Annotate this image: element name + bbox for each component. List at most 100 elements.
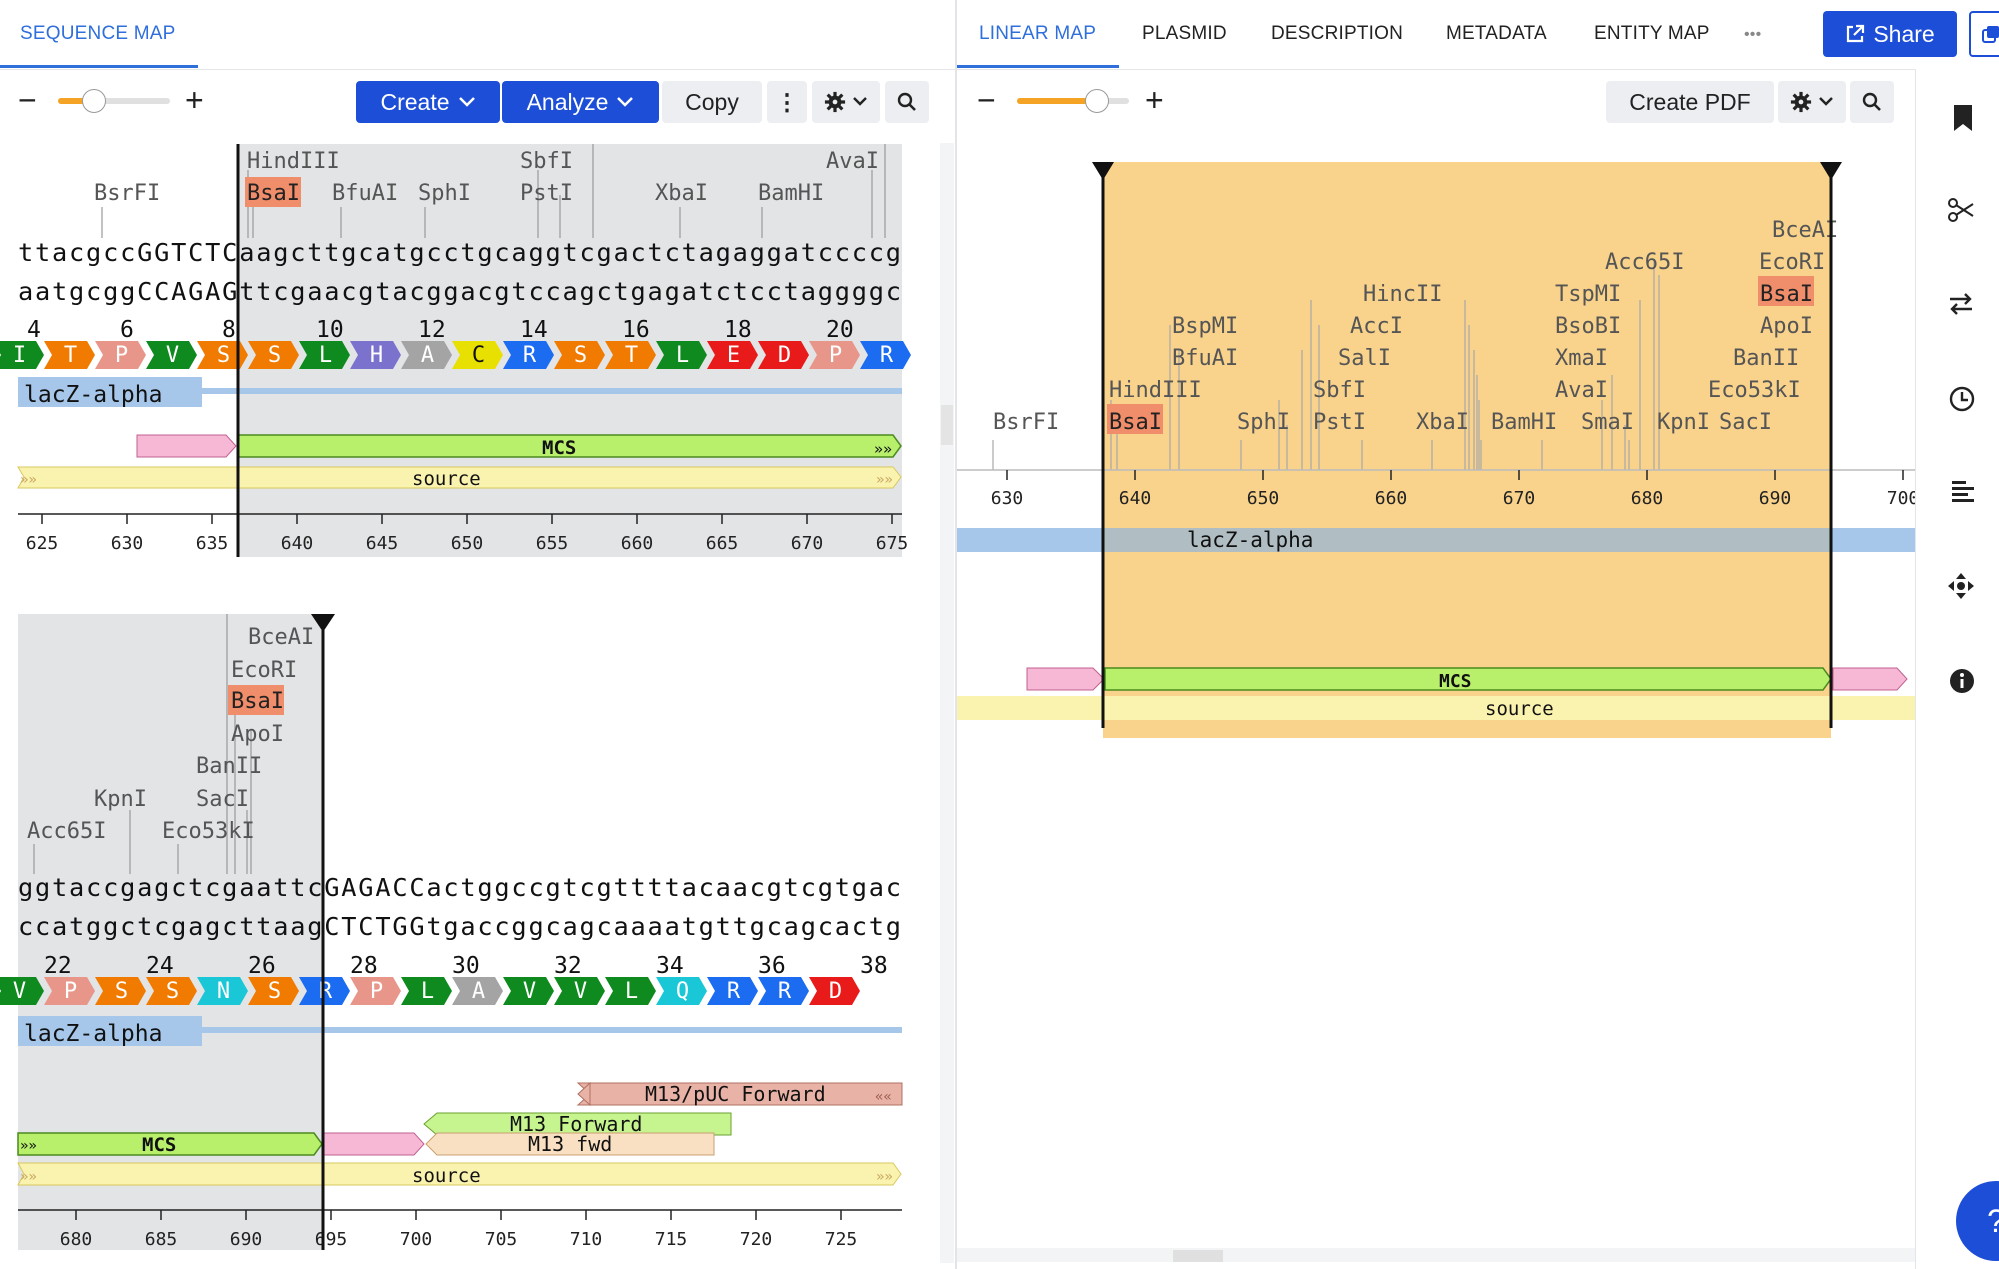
enzyme-label[interactable]: TspMI: [1555, 282, 1621, 307]
enzyme-label[interactable]: BsaI: [1760, 282, 1813, 307]
tab-entity-map[interactable]: ENTITY MAP: [1594, 23, 1710, 44]
amino-acid-block[interactable]: [197, 341, 248, 369]
move-icon[interactable]: [1938, 571, 1984, 601]
m13-fwd-primer[interactable]: [425, 1132, 715, 1156]
amino-acid-block[interactable]: [0, 977, 44, 1005]
amino-acid-block[interactable]: [605, 977, 656, 1005]
enzyme-label[interactable]: BanII: [1733, 346, 1799, 371]
enzyme-label[interactable]: PstI: [520, 181, 573, 206]
enzyme-label[interactable]: BsrFI: [993, 410, 1059, 435]
cursor-caret-icon[interactable]: [311, 614, 335, 632]
enzyme-label[interactable]: AvaI: [1555, 378, 1608, 403]
enzyme-label[interactable]: EcoRI: [1759, 250, 1825, 275]
enzyme-label[interactable]: HincII: [1363, 282, 1442, 307]
enzyme-label[interactable]: KpnI: [1657, 410, 1710, 435]
swap-icon[interactable]: [1938, 291, 1984, 317]
zoom-in-icon[interactable]: +: [185, 82, 204, 118]
selection-end-caret-icon[interactable]: [1820, 162, 1842, 180]
amino-acid-block[interactable]: [656, 977, 707, 1005]
amino-acid-block[interactable]: [299, 341, 350, 369]
enzyme-label[interactable]: BamHI: [758, 181, 824, 206]
enzyme-label[interactable]: BfuAI: [332, 181, 398, 206]
vertical-scrollbar[interactable]: [940, 143, 954, 1263]
amino-acid-block[interactable]: [248, 977, 299, 1005]
tab-linear-map[interactable]: LINEAR MAP: [979, 23, 1097, 44]
amino-acid-block[interactable]: [350, 977, 401, 1005]
enzyme-label[interactable]: SacI: [1719, 410, 1772, 435]
more-tabs-icon[interactable]: •••: [1744, 26, 1762, 43]
enzyme-label[interactable]: AccI: [1350, 314, 1403, 339]
enzyme-label[interactable]: BspMI: [1172, 314, 1238, 339]
horizontal-scrollbar[interactable]: [957, 1248, 1915, 1262]
amino-acid-block[interactable]: [95, 341, 146, 369]
history-icon[interactable]: [1939, 385, 1985, 413]
amino-acid-block[interactable]: [401, 977, 452, 1005]
enzyme-label[interactable]: XbaI: [1416, 410, 1469, 435]
pink-feature[interactable]: [1832, 667, 1908, 691]
amino-acid-block[interactable]: [197, 977, 248, 1005]
enzyme-label[interactable]: BsaI: [1109, 410, 1162, 435]
amino-acid-block[interactable]: [452, 341, 503, 369]
amino-acid-block[interactable]: [707, 341, 758, 369]
bottom-strand[interactable]: aatgcggCCAGAGttcgaacgtacggacgtccagctgaga…: [18, 277, 901, 306]
enzyme-label[interactable]: SalI: [1338, 346, 1391, 371]
create-pdf-button[interactable]: Create PDF: [1606, 81, 1774, 123]
enzyme-label[interactable]: KpnI: [94, 787, 147, 812]
zoom-slider-track[interactable]: [58, 98, 170, 104]
amino-acid-block[interactable]: [401, 341, 452, 369]
settings-button[interactable]: [812, 81, 880, 123]
zoom-in-icon[interactable]: +: [1145, 82, 1164, 118]
enzyme-label[interactable]: XmaI: [1555, 346, 1608, 371]
enzyme-label[interactable]: Acc65I: [27, 819, 106, 844]
zoom-slider-knob[interactable]: [82, 89, 106, 113]
copy-button[interactable]: Copy: [662, 81, 762, 123]
pane-divider[interactable]: [955, 0, 957, 1269]
pink-feature[interactable]: [1026, 667, 1105, 691]
amino-acid-block[interactable]: [350, 341, 401, 369]
enzyme-label[interactable]: BsoBI: [1555, 314, 1621, 339]
pink-feature[interactable]: [323, 1132, 425, 1156]
enzyme-label[interactable]: XbaI: [655, 181, 708, 206]
source-feature[interactable]: [17, 1162, 902, 1186]
zoom-out-icon[interactable]: −: [18, 82, 37, 118]
info-icon[interactable]: [1939, 667, 1985, 695]
enzyme-label[interactable]: SbfI: [1313, 378, 1366, 403]
amino-acid-block[interactable]: [0, 341, 44, 369]
amino-acid-block[interactable]: [758, 341, 809, 369]
enzyme-label[interactable]: BsaI: [247, 181, 300, 206]
lacz-feature[interactable]: [18, 377, 202, 407]
amino-acid-block[interactable]: [146, 341, 197, 369]
enzyme-label[interactable]: SacI: [196, 787, 249, 812]
amino-acid-block[interactable]: [452, 977, 503, 1005]
zoom-slider-knob[interactable]: [1085, 89, 1109, 113]
enzyme-label[interactable]: BsrFI: [94, 181, 160, 206]
create-button[interactable]: Create: [356, 81, 500, 123]
more-options-button[interactable]: ⋮: [767, 81, 807, 123]
scrollbar-thumb[interactable]: [941, 405, 953, 445]
enzyme-label[interactable]: Eco53kI: [162, 819, 255, 844]
enzyme-label[interactable]: Acc65I: [1605, 250, 1684, 275]
enzyme-label[interactable]: SphI: [1237, 410, 1290, 435]
enzyme-label[interactable]: BceAI: [1772, 218, 1838, 243]
enzyme-label[interactable]: BanII: [196, 754, 262, 779]
amino-acid-block[interactable]: [146, 977, 197, 1005]
zoom-out-icon[interactable]: −: [977, 82, 996, 118]
enzyme-label[interactable]: BceAI: [248, 625, 314, 650]
amino-acid-block[interactable]: [758, 977, 809, 1005]
scrollbar-thumb[interactable]: [1173, 1250, 1223, 1262]
duplicate-button[interactable]: [1969, 11, 1999, 57]
enzyme-label[interactable]: SmaI: [1581, 410, 1634, 435]
enzyme-label[interactable]: BsaI: [231, 689, 284, 714]
tab-description[interactable]: DESCRIPTION: [1271, 23, 1404, 44]
enzyme-label[interactable]: HindIII: [1109, 378, 1202, 403]
scissors-icon[interactable]: [1938, 195, 1984, 225]
amino-acid-block[interactable]: [503, 341, 554, 369]
enzyme-label[interactable]: SbfI: [520, 149, 573, 174]
amino-acid-block[interactable]: [44, 977, 95, 1005]
amino-acid-block[interactable]: [809, 341, 860, 369]
source-feature[interactable]: [957, 696, 1915, 720]
amino-acid-block[interactable]: [605, 341, 656, 369]
bottom-strand[interactable]: ccatggctcgagcttaagCTCTGGtgaccggcagcaaaat…: [18, 912, 901, 941]
lacz-feature[interactable]: [18, 1016, 202, 1046]
enzyme-label[interactable]: EcoRI: [231, 658, 297, 683]
